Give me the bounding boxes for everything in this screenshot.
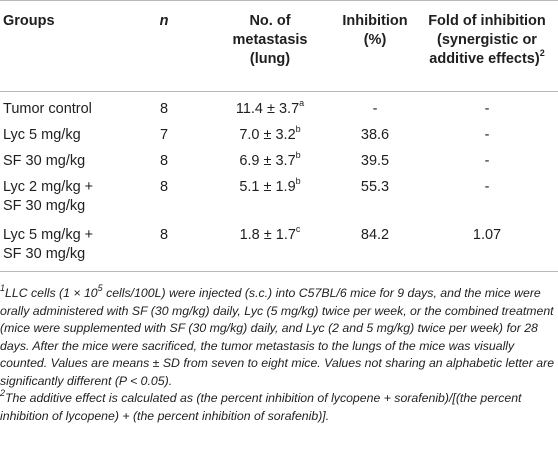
table-bottom-rule bbox=[0, 271, 558, 272]
row-metastasis: 5.1 ± 1.9b bbox=[239, 176, 301, 195]
row-fold: - bbox=[484, 153, 490, 169]
header-n: n bbox=[159, 13, 169, 29]
row-group: Tumor control bbox=[3, 101, 92, 117]
row-metastasis: 1.8 ± 1.7c bbox=[239, 224, 301, 243]
row-inhibition: 39.5 bbox=[360, 153, 390, 169]
row-fold: - bbox=[484, 179, 490, 195]
header-inhibition: Inhibition (%) bbox=[342, 13, 408, 48]
row-group: Lyc 2 mg/kg + SF 30 mg/kg bbox=[3, 179, 94, 214]
row-metastasis: 7.0 ± 3.2b bbox=[239, 124, 301, 143]
row-n: 8 bbox=[159, 179, 169, 195]
row-group: Lyc 5 mg/kg + SF 30 mg/kg bbox=[3, 227, 94, 262]
row-metastasis: 11.4 ± 3.7a bbox=[235, 98, 305, 117]
table-top-rule bbox=[0, 0, 558, 1]
row-fold: - bbox=[484, 127, 490, 143]
row-n: 7 bbox=[159, 127, 169, 143]
row-fold: 1.07 bbox=[472, 227, 502, 243]
header-fold-of-inhibition: Fold of inhibition (synergistic or addit… bbox=[428, 13, 546, 67]
row-fold: - bbox=[484, 101, 490, 117]
row-inhibition: - bbox=[372, 101, 378, 117]
footnote-1: 1LLC cells (1 × 105 cells/100L) were inj… bbox=[0, 282, 555, 388]
row-inhibition: 84.2 bbox=[360, 227, 390, 243]
row-n: 8 bbox=[159, 101, 169, 117]
footnote-2: 2The additive effect is calculated as (t… bbox=[0, 387, 522, 423]
row-group: SF 30 mg/kg bbox=[3, 153, 86, 169]
table-footnotes: 1LLC cells (1 × 105 cells/100L) were inj… bbox=[0, 282, 556, 425]
row-group: Lyc 5 mg/kg bbox=[3, 127, 81, 143]
row-inhibition: 55.3 bbox=[360, 179, 390, 195]
row-metastasis: 6.9 ± 3.7b bbox=[239, 150, 301, 169]
row-n: 8 bbox=[159, 227, 169, 243]
header-bottom-rule bbox=[0, 91, 558, 92]
row-inhibition: 38.6 bbox=[360, 127, 390, 143]
header-groups: Groups bbox=[3, 13, 55, 29]
header-metastasis: No. of metastasis (lung) bbox=[232, 13, 308, 67]
row-n: 8 bbox=[159, 153, 169, 169]
